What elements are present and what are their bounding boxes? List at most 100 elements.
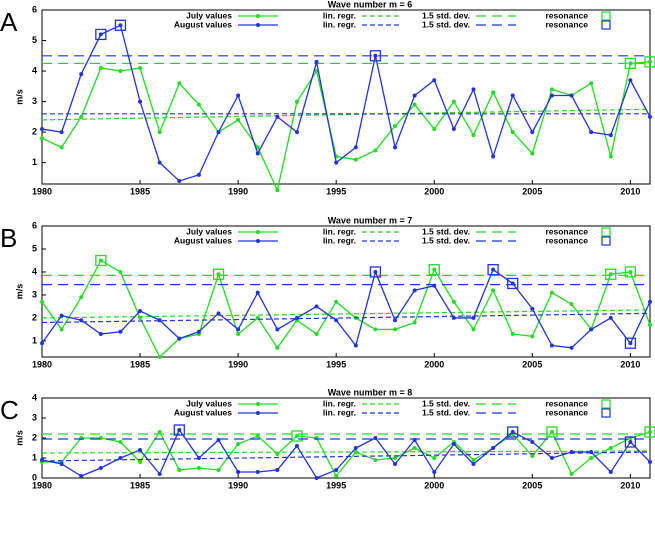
data-point (549, 93, 554, 98)
data-point (510, 93, 515, 98)
resonance-marker (624, 337, 637, 349)
data-point (589, 81, 594, 86)
legend-label: resonance (545, 10, 588, 20)
resonance-marker (95, 28, 107, 41)
legend-label: 1.5 std. dev. (422, 19, 470, 29)
data-point (432, 283, 437, 288)
x-tick-label: 1985 (130, 186, 150, 196)
legend-swatch (601, 399, 611, 409)
legend-swatch (256, 230, 260, 234)
data-point (412, 446, 417, 450)
data-point (491, 288, 496, 293)
data-point (648, 430, 652, 434)
data-point (255, 151, 260, 156)
x-tick-label: 2005 (522, 480, 542, 490)
data-point (294, 444, 299, 448)
legend-swatch (601, 236, 611, 246)
data-point (393, 145, 398, 150)
data-point (138, 66, 143, 70)
data-point (432, 470, 437, 474)
data-point (255, 434, 260, 438)
legend-swatch (256, 402, 260, 406)
data-point (196, 466, 201, 470)
data-point (648, 114, 652, 119)
data-point (530, 440, 535, 444)
x-tick-label: 1995 (326, 480, 346, 490)
data-point (628, 269, 633, 274)
chart-title: Wave number m = 6 (328, 0, 412, 9)
x-tick-label: 1980 (32, 359, 52, 369)
legend-label: lin. regr. (323, 235, 356, 245)
data-point (530, 454, 535, 458)
data-point (177, 468, 182, 472)
data-point (314, 476, 319, 480)
resonance-marker (487, 264, 499, 276)
data-point (569, 302, 574, 307)
resonance-marker (291, 430, 303, 442)
legend-label: lin. regr. (323, 10, 356, 20)
x-tick-label: 1985 (130, 480, 150, 490)
legend-label: resonance (545, 235, 588, 245)
legend-label: July values (186, 398, 232, 408)
data-point (569, 472, 574, 476)
data-point (157, 130, 162, 135)
legend-label: resonance (545, 19, 588, 29)
data-point (314, 59, 319, 64)
data-point (40, 341, 44, 346)
panel-label: B (0, 223, 17, 253)
data-point (236, 117, 241, 122)
legend-label: lin. regr. (323, 398, 356, 408)
plot-frame (41, 9, 651, 185)
y-tick-label: 2 (32, 312, 37, 322)
legend-label: 1.5 std. dev. (422, 10, 470, 20)
data-point (79, 72, 84, 77)
data-point (196, 172, 201, 177)
data-point (216, 438, 221, 442)
data-point (471, 462, 476, 466)
data-point (491, 446, 496, 450)
data-line (42, 430, 651, 478)
data-point (59, 145, 64, 150)
data-line (41, 268, 651, 349)
data-point (40, 127, 44, 132)
data-point (510, 281, 515, 286)
resonance-marker (173, 424, 185, 436)
y-tick-label: 1 (32, 335, 37, 345)
data-point (314, 304, 319, 309)
data-point (608, 272, 613, 277)
x-tick-label: 2005 (522, 186, 542, 196)
data-point (393, 318, 398, 323)
resonance-marker (212, 268, 225, 280)
resonance-marker (507, 426, 519, 438)
x-tick-label: 2010 (620, 359, 640, 369)
data-point (353, 343, 358, 348)
legend-label: lin. regr. (323, 407, 356, 417)
legend-swatch (601, 20, 611, 30)
data-point (334, 318, 339, 323)
x-tick-label: 1980 (32, 480, 52, 490)
data-point (589, 450, 594, 454)
x-tick-label: 2000 (424, 186, 444, 196)
data-point (118, 456, 123, 460)
data-point (334, 160, 339, 165)
y-tick-label: 4 (32, 65, 37, 75)
data-point (530, 306, 535, 311)
data-point (471, 87, 476, 92)
data-point (412, 320, 417, 325)
legend-label: resonance (545, 226, 588, 236)
data-point (236, 470, 241, 474)
data-point (471, 133, 476, 138)
data-point (138, 309, 143, 314)
data-point (334, 468, 339, 472)
resonance-marker (95, 254, 107, 267)
data-point (157, 472, 162, 476)
data-point (393, 462, 398, 466)
data-point (157, 430, 162, 434)
x-tick-label: 2005 (522, 359, 542, 369)
data-point (373, 269, 378, 274)
data-point (98, 332, 103, 337)
data-point (216, 130, 221, 135)
data-point (491, 90, 496, 95)
y-axis-label: m/s (14, 89, 24, 105)
x-tick-label: 2010 (620, 480, 640, 490)
